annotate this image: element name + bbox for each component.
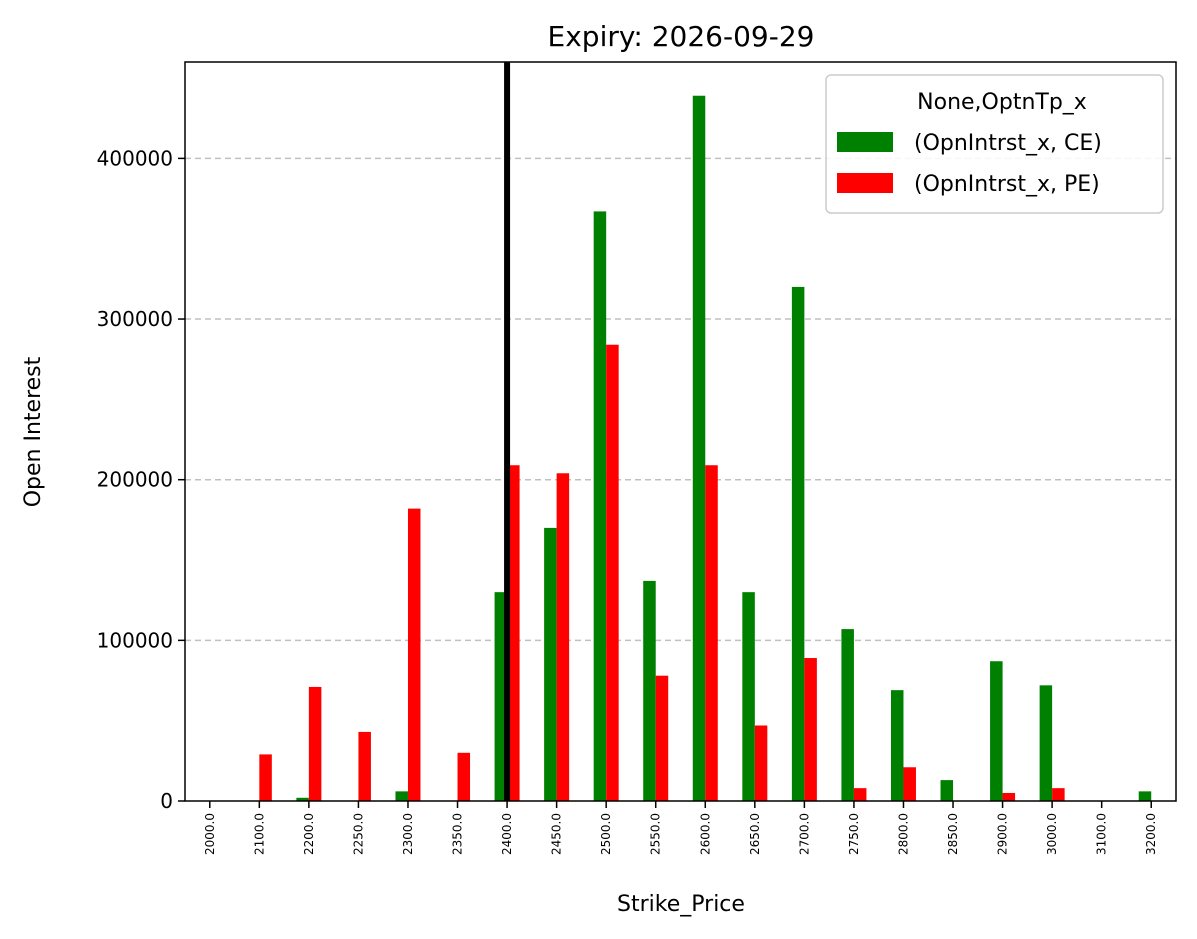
x-tick-label: 2250.0 <box>351 813 365 855</box>
chart-title: Expiry: 2026-09-29 <box>548 20 815 53</box>
bar-pe <box>606 344 619 801</box>
bar-ce <box>1138 791 1152 801</box>
x-tick-label: 2550.0 <box>649 813 663 855</box>
x-tick-label: 2350.0 <box>451 813 465 855</box>
bar-ce <box>791 286 805 801</box>
bar-pe <box>407 508 421 801</box>
y-tick-label: 100000 <box>97 628 173 652</box>
bar-pe <box>903 767 916 801</box>
x-tick-label: 2900.0 <box>996 813 1010 855</box>
bar-ce <box>395 791 408 801</box>
bar-pe <box>1002 792 1016 801</box>
bar-ce <box>890 690 904 801</box>
x-axis: 2000.0 2100.0 2200.0 2250.0 2300.0 2350.0 2400… <box>203 801 1158 855</box>
legend-box <box>825 74 1164 214</box>
bar-pe <box>556 473 570 801</box>
x-tick-label: 2000.0 <box>203 813 217 855</box>
y-tick-label: 0 <box>160 789 173 813</box>
grid <box>185 157 1176 642</box>
legend-title: None,OptnTp_x <box>917 90 1087 115</box>
bar-ce <box>940 780 954 801</box>
bar-ce <box>990 661 1003 801</box>
bar-pe <box>507 465 520 801</box>
legend-swatch <box>837 173 893 193</box>
x-tick-label: 2100.0 <box>252 813 266 855</box>
legend: None,OptnTp_x (OpnIntrst_x, CE) (OpnIntrst… <box>825 74 1164 214</box>
x-tick-label: 2700.0 <box>797 813 811 855</box>
legend-entry: (OpnIntrst_x, CE) <box>914 131 1102 156</box>
y-axis-label: Open Interest <box>21 356 46 507</box>
x-tick-label: 2200.0 <box>302 813 316 855</box>
y-axis: 0 100000 200000 300000 400000 <box>97 146 185 813</box>
bar-pe <box>358 731 371 801</box>
legend-swatch <box>837 132 893 152</box>
bar-pe <box>1052 788 1065 801</box>
bar-pe <box>705 465 718 801</box>
bar-ce <box>643 580 656 801</box>
bar-pe <box>308 686 322 801</box>
x-axis-label: Strike_Price <box>617 892 745 917</box>
legend-entry: (OpnIntrst_x, PE) <box>914 172 1100 197</box>
x-tick-label: 2650.0 <box>748 813 762 855</box>
bar-ce <box>494 592 508 801</box>
bar-pe <box>804 658 817 801</box>
y-tick-label: 200000 <box>97 468 173 492</box>
bar-ce <box>841 629 854 801</box>
x-tick-label: 2300.0 <box>401 813 415 855</box>
x-tick-label: 3000.0 <box>1045 813 1059 855</box>
bar-ce <box>296 797 309 801</box>
bar-pe <box>754 725 768 801</box>
y-tick-label: 400000 <box>97 146 173 170</box>
bar-ce <box>692 95 706 802</box>
bar-ce <box>544 527 557 801</box>
x-tick-label: 2800.0 <box>896 813 910 855</box>
bar-pe <box>259 754 272 801</box>
bars <box>259 95 1152 802</box>
x-tick-label: 2600.0 <box>698 813 712 855</box>
y-tick-label: 300000 <box>97 307 173 331</box>
x-tick-label: 2400.0 <box>500 813 514 855</box>
bar-ce <box>593 211 607 802</box>
x-tick-label: 2500.0 <box>599 813 613 855</box>
x-tick-label: 3200.0 <box>1144 813 1158 855</box>
x-tick-label: 2450.0 <box>550 813 564 855</box>
x-tick-label: 2850.0 <box>946 813 960 855</box>
x-tick-label: 2750.0 <box>847 813 861 855</box>
bar-pe <box>457 752 471 801</box>
bar-ce <box>742 592 755 801</box>
bar-pe <box>655 675 669 801</box>
plot-frame <box>184 61 1177 802</box>
bar-ce <box>1039 685 1053 801</box>
bar-pe <box>853 788 867 801</box>
x-tick-label: 3100.0 <box>1095 813 1109 855</box>
